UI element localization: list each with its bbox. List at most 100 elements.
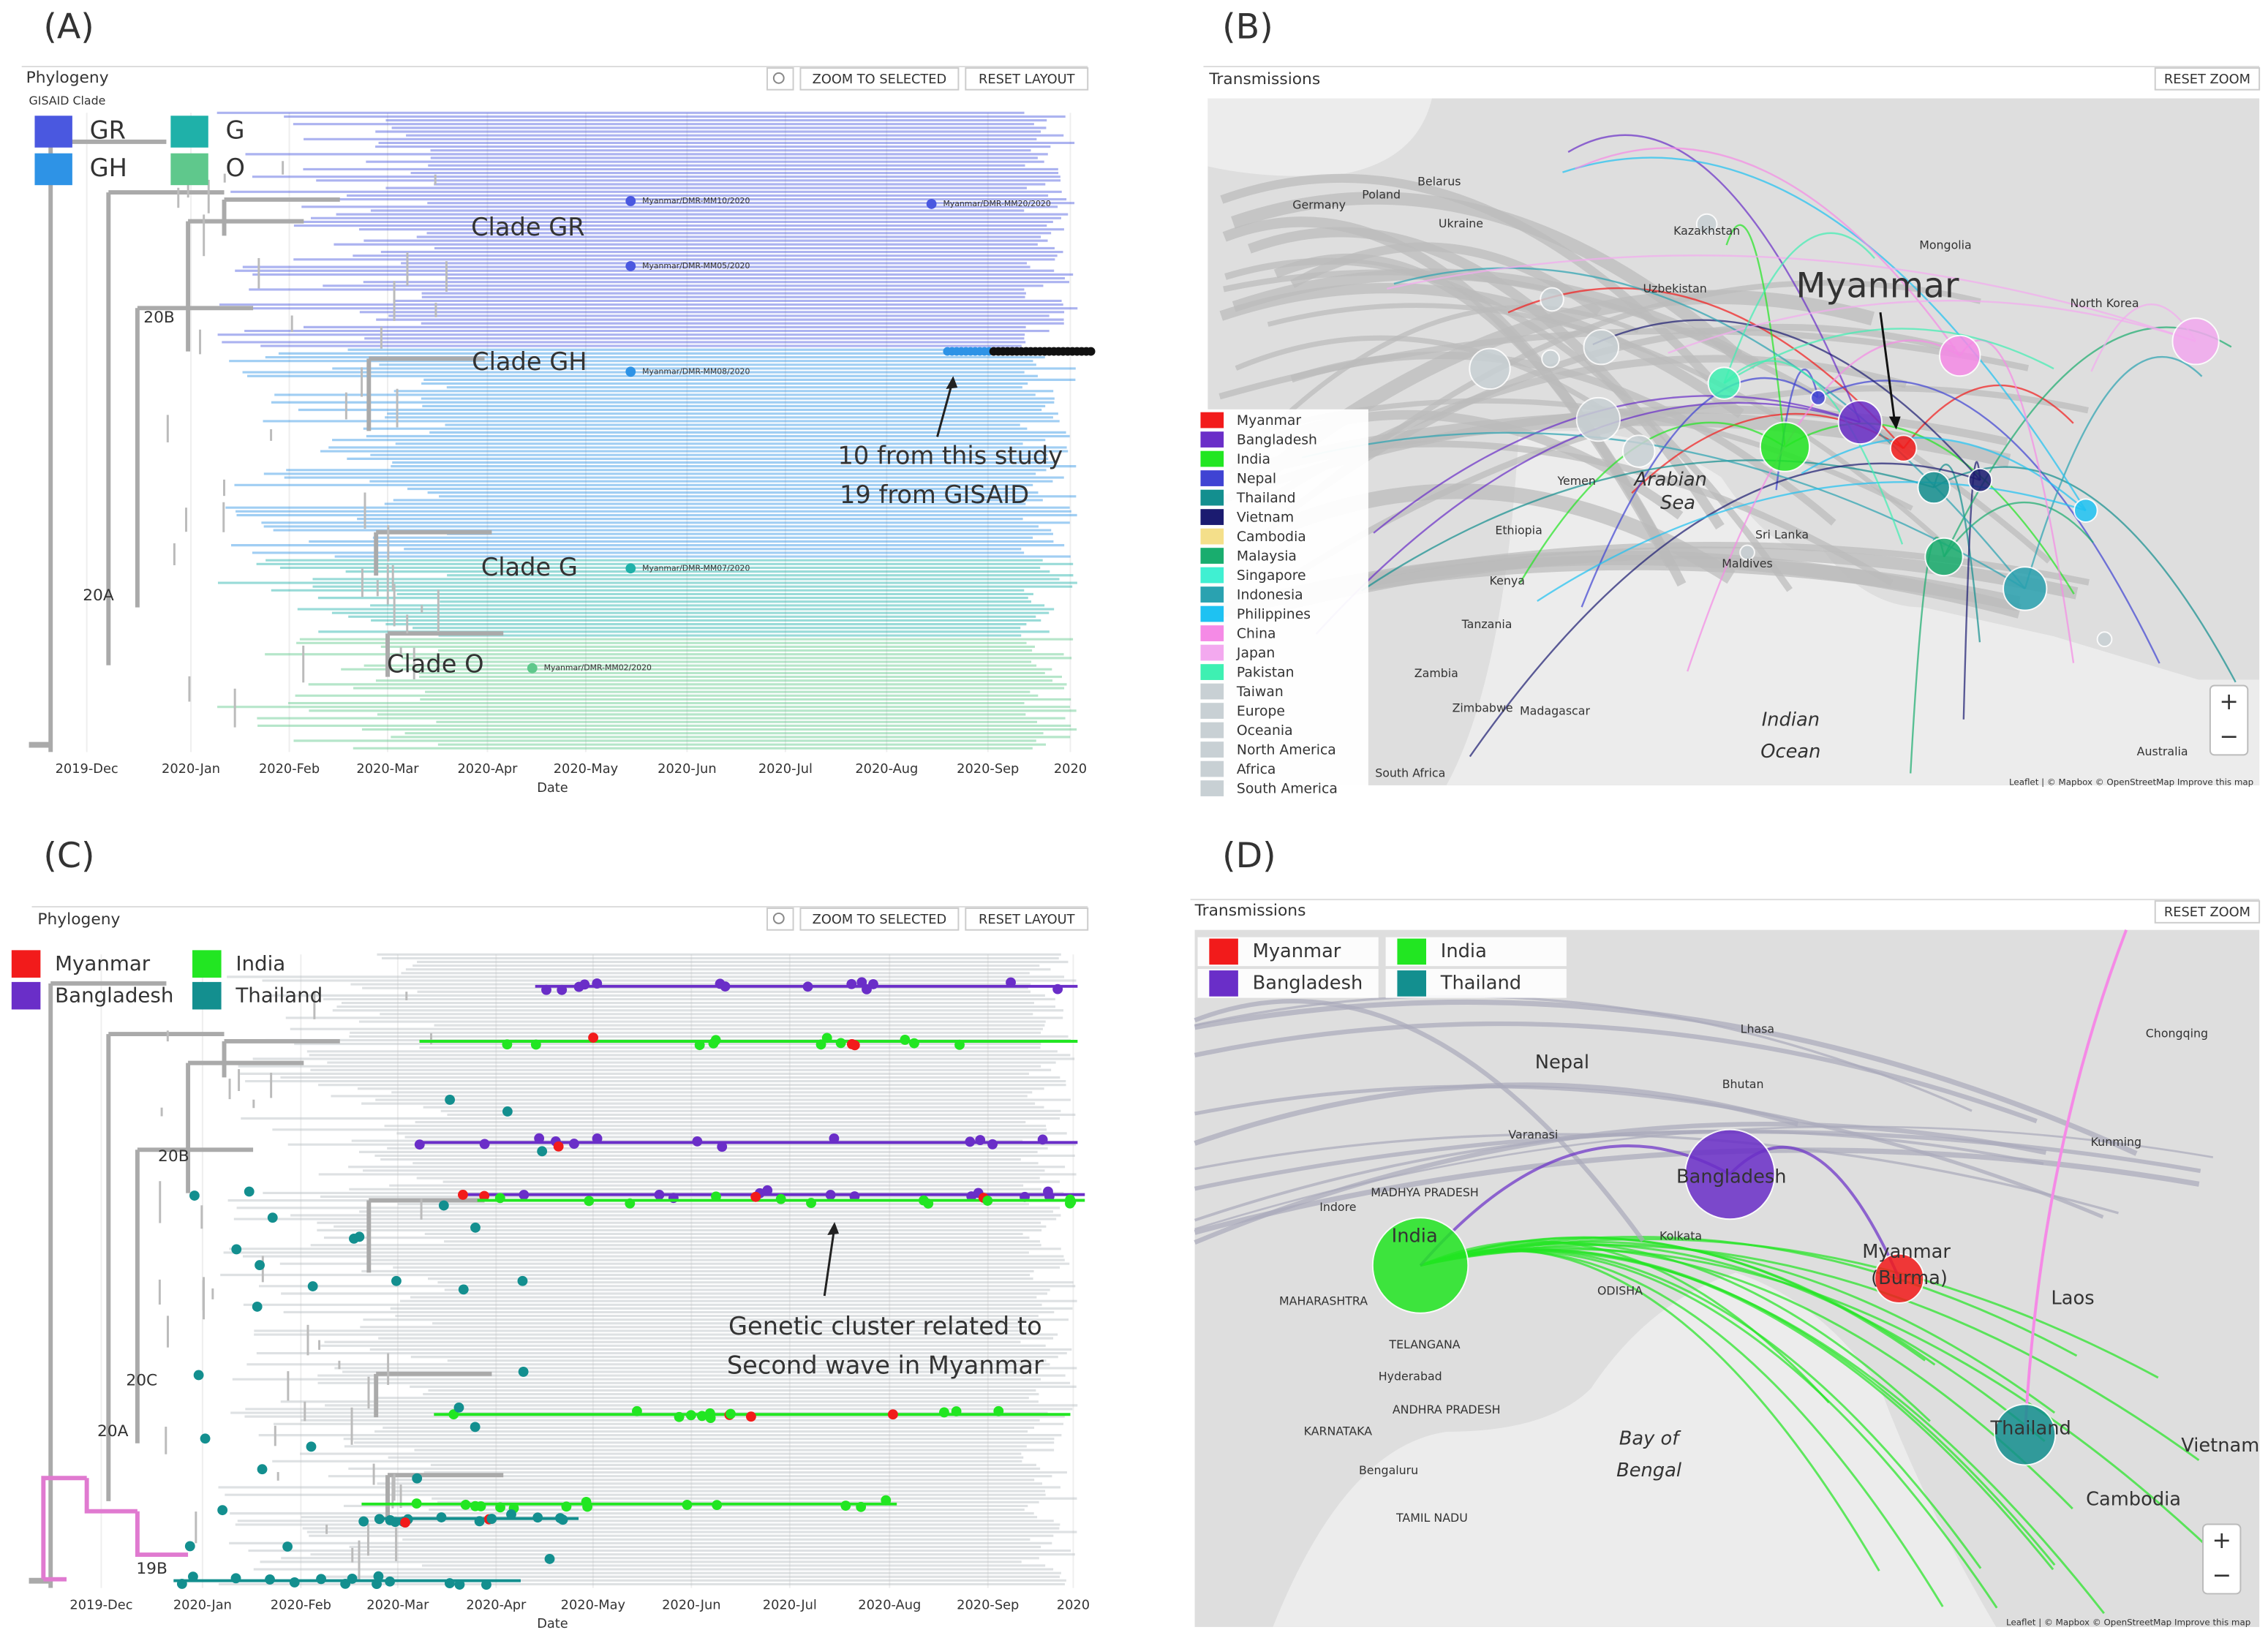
legend-swatch[interactable] bbox=[1200, 431, 1224, 448]
tip-marker bbox=[282, 1541, 293, 1552]
annotation: 19 from GISAID bbox=[840, 480, 1029, 509]
location-node[interactable] bbox=[1540, 287, 1564, 312]
tip-marker bbox=[267, 1212, 278, 1223]
legend-swatch[interactable] bbox=[1200, 625, 1224, 641]
transmission bbox=[1592, 319, 1981, 481]
location-node[interactable] bbox=[1739, 544, 1755, 561]
legend-swatch[interactable] bbox=[34, 153, 72, 186]
panel-header: Phylogeny bbox=[37, 910, 120, 929]
tip-marker bbox=[682, 1500, 693, 1510]
legend-swatch[interactable] bbox=[1200, 548, 1224, 564]
tip-marker bbox=[802, 981, 813, 992]
legend-swatch[interactable] bbox=[1200, 450, 1224, 467]
location-node[interactable] bbox=[2003, 566, 2048, 611]
legend-label: O bbox=[226, 154, 245, 182]
tip-marker bbox=[846, 978, 857, 989]
location-node[interactable] bbox=[1810, 390, 1826, 406]
location-node[interactable] bbox=[1621, 434, 1656, 468]
legend-swatch[interactable] bbox=[1397, 938, 1426, 965]
tip-marker bbox=[188, 1571, 198, 1582]
location-node[interactable] bbox=[1695, 213, 1718, 235]
transmission bbox=[1567, 134, 1861, 423]
zoom-out: − bbox=[2212, 1563, 2231, 1589]
legend-swatch[interactable] bbox=[170, 116, 208, 148]
tip-marker bbox=[444, 1578, 455, 1589]
legend-swatch[interactable] bbox=[1200, 664, 1224, 680]
legend-swatch[interactable] bbox=[1200, 760, 1224, 777]
legend-swatch[interactable] bbox=[11, 981, 41, 1010]
legend-swatch[interactable] bbox=[1200, 780, 1224, 796]
legend-label: GH bbox=[90, 154, 127, 182]
legend-label: Cambodia bbox=[1237, 529, 1306, 545]
location-node[interactable] bbox=[1939, 334, 1981, 377]
legend-swatch[interactable] bbox=[192, 950, 222, 978]
place-label: Poland bbox=[1362, 188, 1401, 202]
legend-swatch[interactable] bbox=[170, 153, 208, 186]
location-node[interactable] bbox=[1575, 396, 1621, 442]
legend-swatch[interactable] bbox=[1200, 644, 1224, 661]
legend-swatch[interactable] bbox=[34, 116, 72, 148]
location-node[interactable] bbox=[2171, 317, 2220, 366]
tip-marker bbox=[537, 1146, 548, 1157]
place-label: Madagascar bbox=[1520, 704, 1590, 718]
location-node[interactable] bbox=[1759, 421, 1811, 472]
location-node[interactable] bbox=[1707, 366, 1741, 400]
button[interactable] bbox=[799, 907, 960, 931]
transmission bbox=[1725, 224, 1786, 448]
location-node[interactable] bbox=[1924, 537, 1964, 577]
zoom-control[interactable] bbox=[2209, 684, 2249, 756]
legend-swatch[interactable] bbox=[1200, 470, 1224, 486]
legend-swatch[interactable] bbox=[1209, 970, 1238, 997]
location-node[interactable] bbox=[2096, 631, 2113, 648]
legend-label: China bbox=[1237, 627, 1276, 642]
location-node[interactable] bbox=[1684, 1128, 1776, 1220]
legend-swatch[interactable] bbox=[1200, 741, 1224, 758]
location-node[interactable] bbox=[1917, 470, 1951, 505]
button[interactable] bbox=[2154, 67, 2261, 91]
legend-swatch[interactable] bbox=[1200, 567, 1224, 584]
location-node[interactable] bbox=[1889, 434, 1918, 462]
tip-marker bbox=[840, 1501, 851, 1511]
button[interactable] bbox=[965, 67, 1089, 91]
location-node[interactable] bbox=[1874, 1253, 1925, 1304]
legend-label: Japan bbox=[1236, 646, 1275, 661]
legend-swatch[interactable] bbox=[1200, 412, 1224, 429]
location-node[interactable] bbox=[1994, 1403, 2057, 1466]
button[interactable] bbox=[799, 67, 960, 91]
transmission bbox=[1194, 1122, 2047, 1245]
x-tick-label: 2020-Jul bbox=[758, 761, 813, 777]
place-label: India bbox=[1392, 1225, 1438, 1247]
legend-swatch[interactable] bbox=[1200, 703, 1224, 719]
location-node[interactable] bbox=[1541, 349, 1560, 369]
transmission bbox=[1959, 339, 2075, 663]
legend-swatch[interactable] bbox=[192, 981, 222, 1010]
legend-swatch[interactable] bbox=[1397, 970, 1426, 997]
button[interactable] bbox=[965, 907, 1089, 931]
location-node[interactable] bbox=[1837, 399, 1883, 445]
search-button[interactable] bbox=[766, 67, 794, 91]
tip-marker bbox=[951, 1406, 962, 1416]
zoom-control[interactable] bbox=[2202, 1523, 2242, 1595]
location-node[interactable] bbox=[2073, 498, 2098, 523]
legend-swatch[interactable] bbox=[1200, 509, 1224, 525]
legend-swatch[interactable] bbox=[1209, 938, 1238, 965]
legend-swatch[interactable] bbox=[1200, 586, 1224, 603]
legend-swatch[interactable] bbox=[1200, 528, 1224, 545]
legend-swatch[interactable] bbox=[1200, 489, 1224, 506]
location-node[interactable] bbox=[1583, 328, 1620, 366]
annotation: 10 from this study bbox=[838, 441, 1063, 469]
legend-swatch[interactable] bbox=[11, 950, 41, 978]
button[interactable] bbox=[2154, 900, 2261, 924]
legend-swatch[interactable] bbox=[1200, 683, 1224, 700]
panel-header: Transmissions bbox=[1208, 70, 1320, 88]
search-button[interactable] bbox=[766, 907, 794, 931]
transmission bbox=[1723, 232, 1875, 384]
place-label: Arabian bbox=[1633, 469, 1707, 491]
transmission bbox=[1784, 423, 2075, 595]
location-node[interactable] bbox=[1469, 347, 1511, 390]
x-tick-label: 2020 bbox=[1054, 761, 1087, 777]
location-node[interactable] bbox=[1371, 1217, 1469, 1314]
location-node[interactable] bbox=[1967, 467, 1993, 493]
legend-swatch[interactable] bbox=[1200, 605, 1224, 622]
legend-swatch[interactable] bbox=[1200, 722, 1224, 739]
